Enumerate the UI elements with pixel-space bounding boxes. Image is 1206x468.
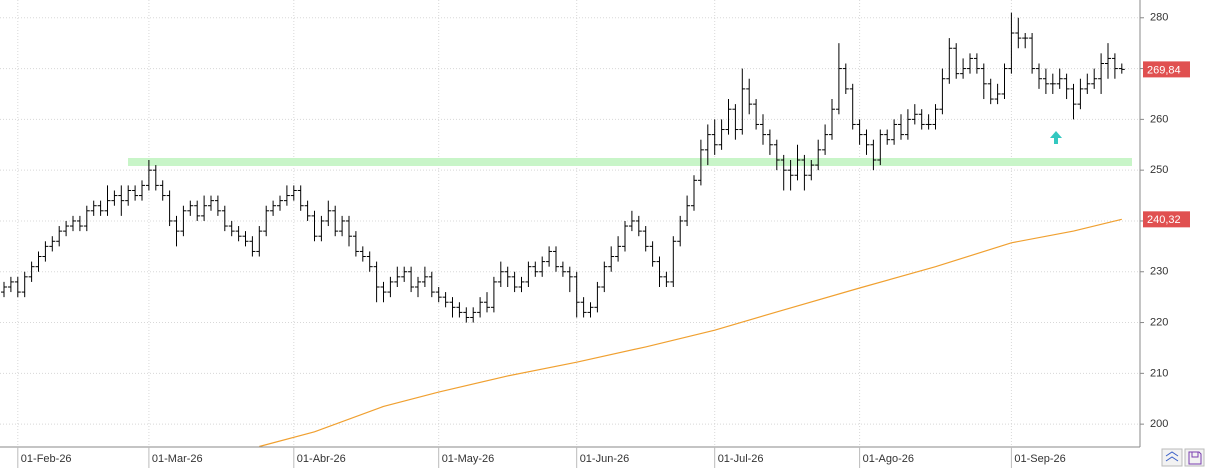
x-tick-label: 01-Abr-26: [297, 453, 346, 465]
moving-average: [259, 218, 1122, 448]
y-tick-label: 280: [1150, 12, 1168, 24]
x-tick-label: 01-Jul-26: [718, 453, 764, 465]
price-box-label: 240,32: [1147, 214, 1181, 226]
x-tick-label: 01-Feb-26: [21, 453, 72, 465]
price-box-label: 269,84: [1147, 64, 1181, 76]
price-box: [1143, 211, 1190, 228]
x-tick-label: 01-May-26: [442, 453, 495, 465]
y-tick-label: 250: [1150, 164, 1168, 176]
zoom-icon: [1165, 451, 1179, 462]
x-tick-label: 01-Ago-26: [863, 453, 914, 465]
toolbar: [1161, 448, 1205, 467]
y-tick-label: 260: [1150, 113, 1168, 125]
x-tick-label: 01-Jun-26: [580, 453, 630, 465]
arrow-marker: [1050, 131, 1062, 144]
x-tick-label: 01-Sep-26: [1014, 453, 1065, 465]
save-icon: [1188, 451, 1202, 465]
y-tick-label: 200: [1150, 418, 1168, 430]
plot: [0, 0, 1140, 448]
price-box: [1143, 61, 1190, 78]
y-tick-label: 230: [1150, 266, 1168, 278]
y-tick-label: 220: [1150, 316, 1168, 328]
x-tick-label: 01-Mar-26: [152, 453, 203, 465]
y-tick-label: 210: [1150, 367, 1168, 379]
